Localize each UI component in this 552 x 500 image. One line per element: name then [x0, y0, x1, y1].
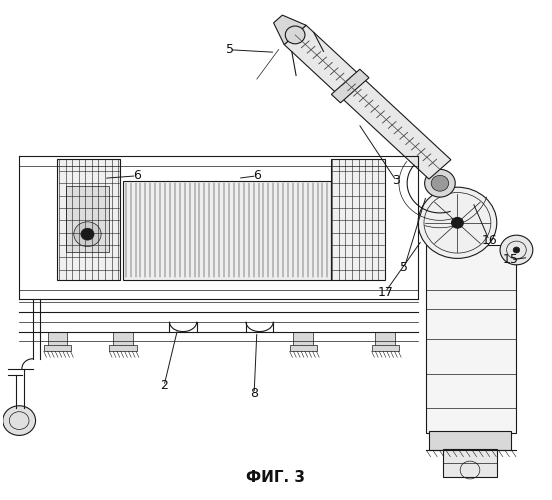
Text: ФИГ. 3: ФИГ. 3: [247, 470, 305, 485]
Text: 15: 15: [503, 254, 519, 266]
Circle shape: [81, 228, 94, 240]
Bar: [331, 158, 385, 280]
Text: 16: 16: [481, 234, 497, 246]
Circle shape: [418, 187, 497, 258]
Bar: [109, 346, 137, 352]
Bar: [44, 346, 71, 352]
Circle shape: [3, 406, 35, 436]
Text: 2: 2: [160, 380, 168, 392]
Polygon shape: [331, 69, 369, 103]
Bar: [371, 346, 399, 352]
Bar: [294, 332, 313, 346]
Circle shape: [424, 170, 455, 197]
Polygon shape: [274, 15, 306, 44]
Text: 6: 6: [253, 170, 261, 182]
Text: 17: 17: [378, 286, 393, 298]
Circle shape: [74, 222, 101, 246]
Text: 8: 8: [250, 387, 258, 400]
Circle shape: [500, 235, 533, 265]
Text: 5: 5: [226, 44, 233, 56]
Bar: [429, 432, 511, 450]
Bar: [113, 332, 133, 346]
Circle shape: [452, 218, 463, 228]
Circle shape: [285, 26, 305, 44]
Bar: [123, 181, 331, 280]
Bar: [290, 346, 317, 352]
Bar: [47, 332, 67, 346]
Text: 6: 6: [132, 170, 141, 182]
Bar: [66, 186, 109, 252]
Bar: [375, 332, 395, 346]
Text: 3: 3: [392, 174, 400, 188]
Bar: [443, 449, 497, 478]
Circle shape: [513, 247, 520, 253]
Bar: [57, 158, 120, 280]
Circle shape: [431, 176, 449, 191]
Text: 5: 5: [400, 261, 408, 274]
Polygon shape: [284, 26, 451, 179]
Bar: [426, 245, 517, 433]
